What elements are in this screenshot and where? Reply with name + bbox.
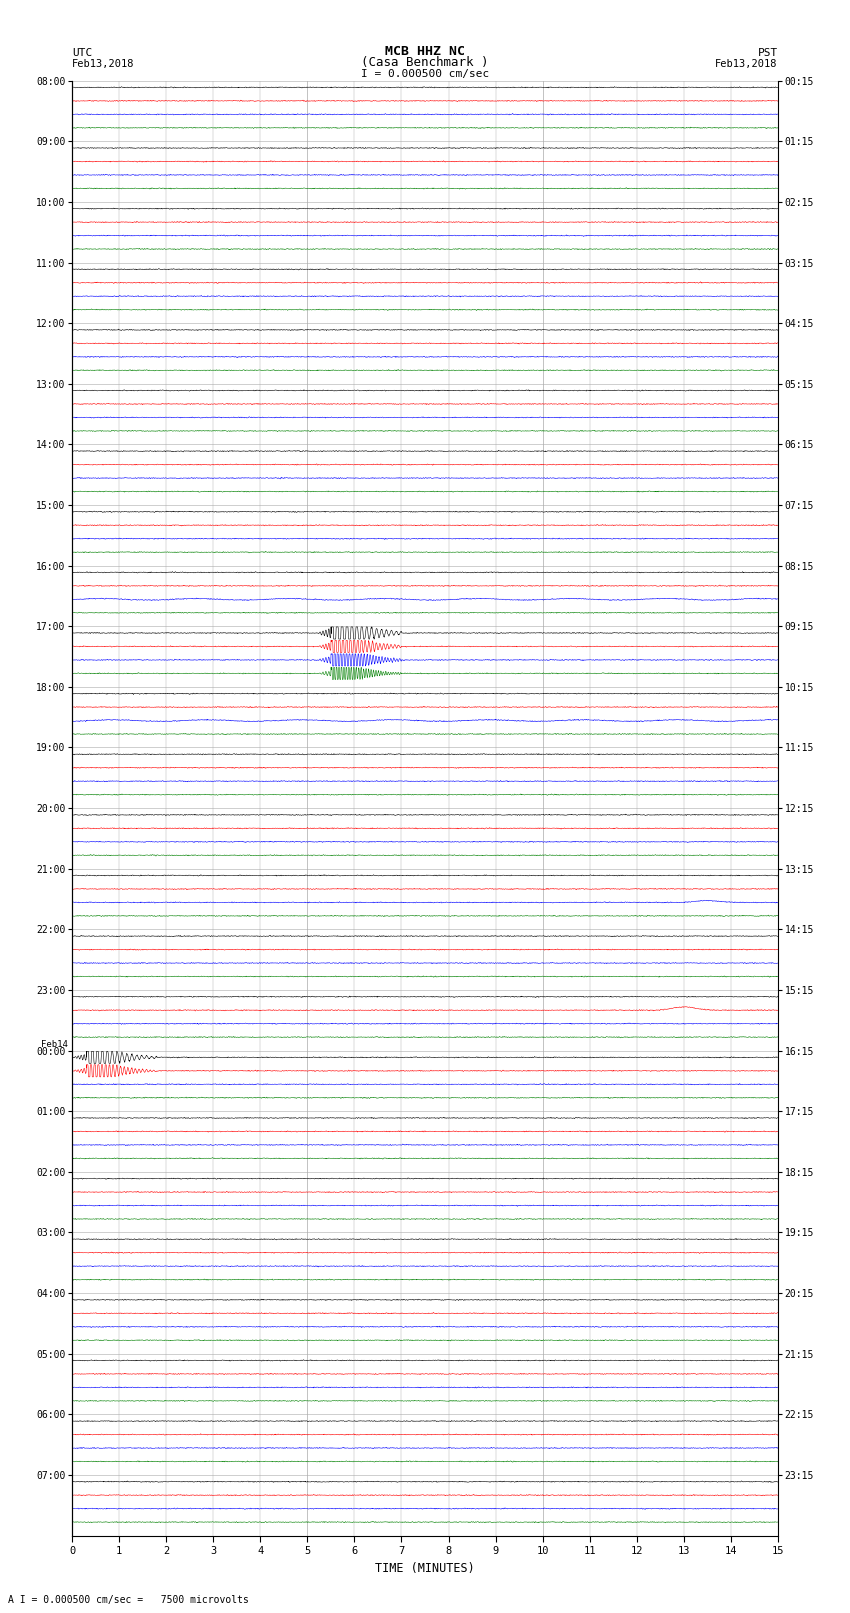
Text: I = 0.000500 cm/sec: I = 0.000500 cm/sec xyxy=(361,69,489,79)
Text: A I = 0.000500 cm/sec =   7500 microvolts: A I = 0.000500 cm/sec = 7500 microvolts xyxy=(8,1595,249,1605)
Text: Feb13,2018: Feb13,2018 xyxy=(72,58,135,69)
Text: Feb13,2018: Feb13,2018 xyxy=(715,58,778,69)
Text: Feb14: Feb14 xyxy=(41,1040,68,1050)
Text: (Casa Benchmark ): (Casa Benchmark ) xyxy=(361,55,489,69)
Text: MCB HHZ NC: MCB HHZ NC xyxy=(385,45,465,58)
Text: PST: PST xyxy=(757,48,778,58)
Text: UTC: UTC xyxy=(72,48,93,58)
X-axis label: TIME (MINUTES): TIME (MINUTES) xyxy=(375,1561,475,1574)
